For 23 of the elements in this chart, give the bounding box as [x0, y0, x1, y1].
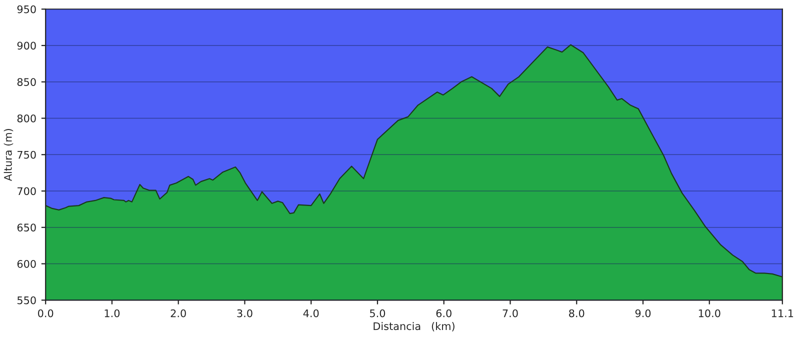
y-tick-label: 650: [17, 224, 36, 232]
x-tick-label: 8.0: [569, 309, 584, 318]
x-tick-label: 0.0: [38, 309, 54, 318]
y-tick-label: 850: [17, 78, 36, 86]
y-axis-title: Altura (m): [4, 129, 14, 182]
x-tick-label: 1.0: [104, 309, 120, 318]
x-tick-label: 7.0: [502, 309, 518, 318]
y-tick-label: 950: [17, 5, 36, 14]
x-tick-label: 3.0: [237, 309, 252, 318]
x-tick-label: 6.0: [436, 309, 452, 318]
x-tick-label: 5.0: [370, 309, 386, 318]
x-tick-label: 10.0: [698, 309, 720, 318]
x-axis-title: Distancia (km): [374, 322, 454, 332]
y-tick-label: 750: [18, 150, 36, 159]
y-tick-label: 550: [17, 296, 36, 304]
y-tick-label: 800: [17, 114, 36, 122]
x-tick-label: 9.0: [635, 309, 651, 318]
x-tick-label: 2.0: [170, 309, 186, 318]
y-tick-label: 700: [18, 187, 36, 196]
y-tick-label: 900: [17, 42, 36, 50]
x-tick-label: 4.0: [303, 309, 319, 318]
x-tick-label: 11.1: [772, 309, 794, 318]
y-tick-label: 600: [17, 260, 36, 268]
